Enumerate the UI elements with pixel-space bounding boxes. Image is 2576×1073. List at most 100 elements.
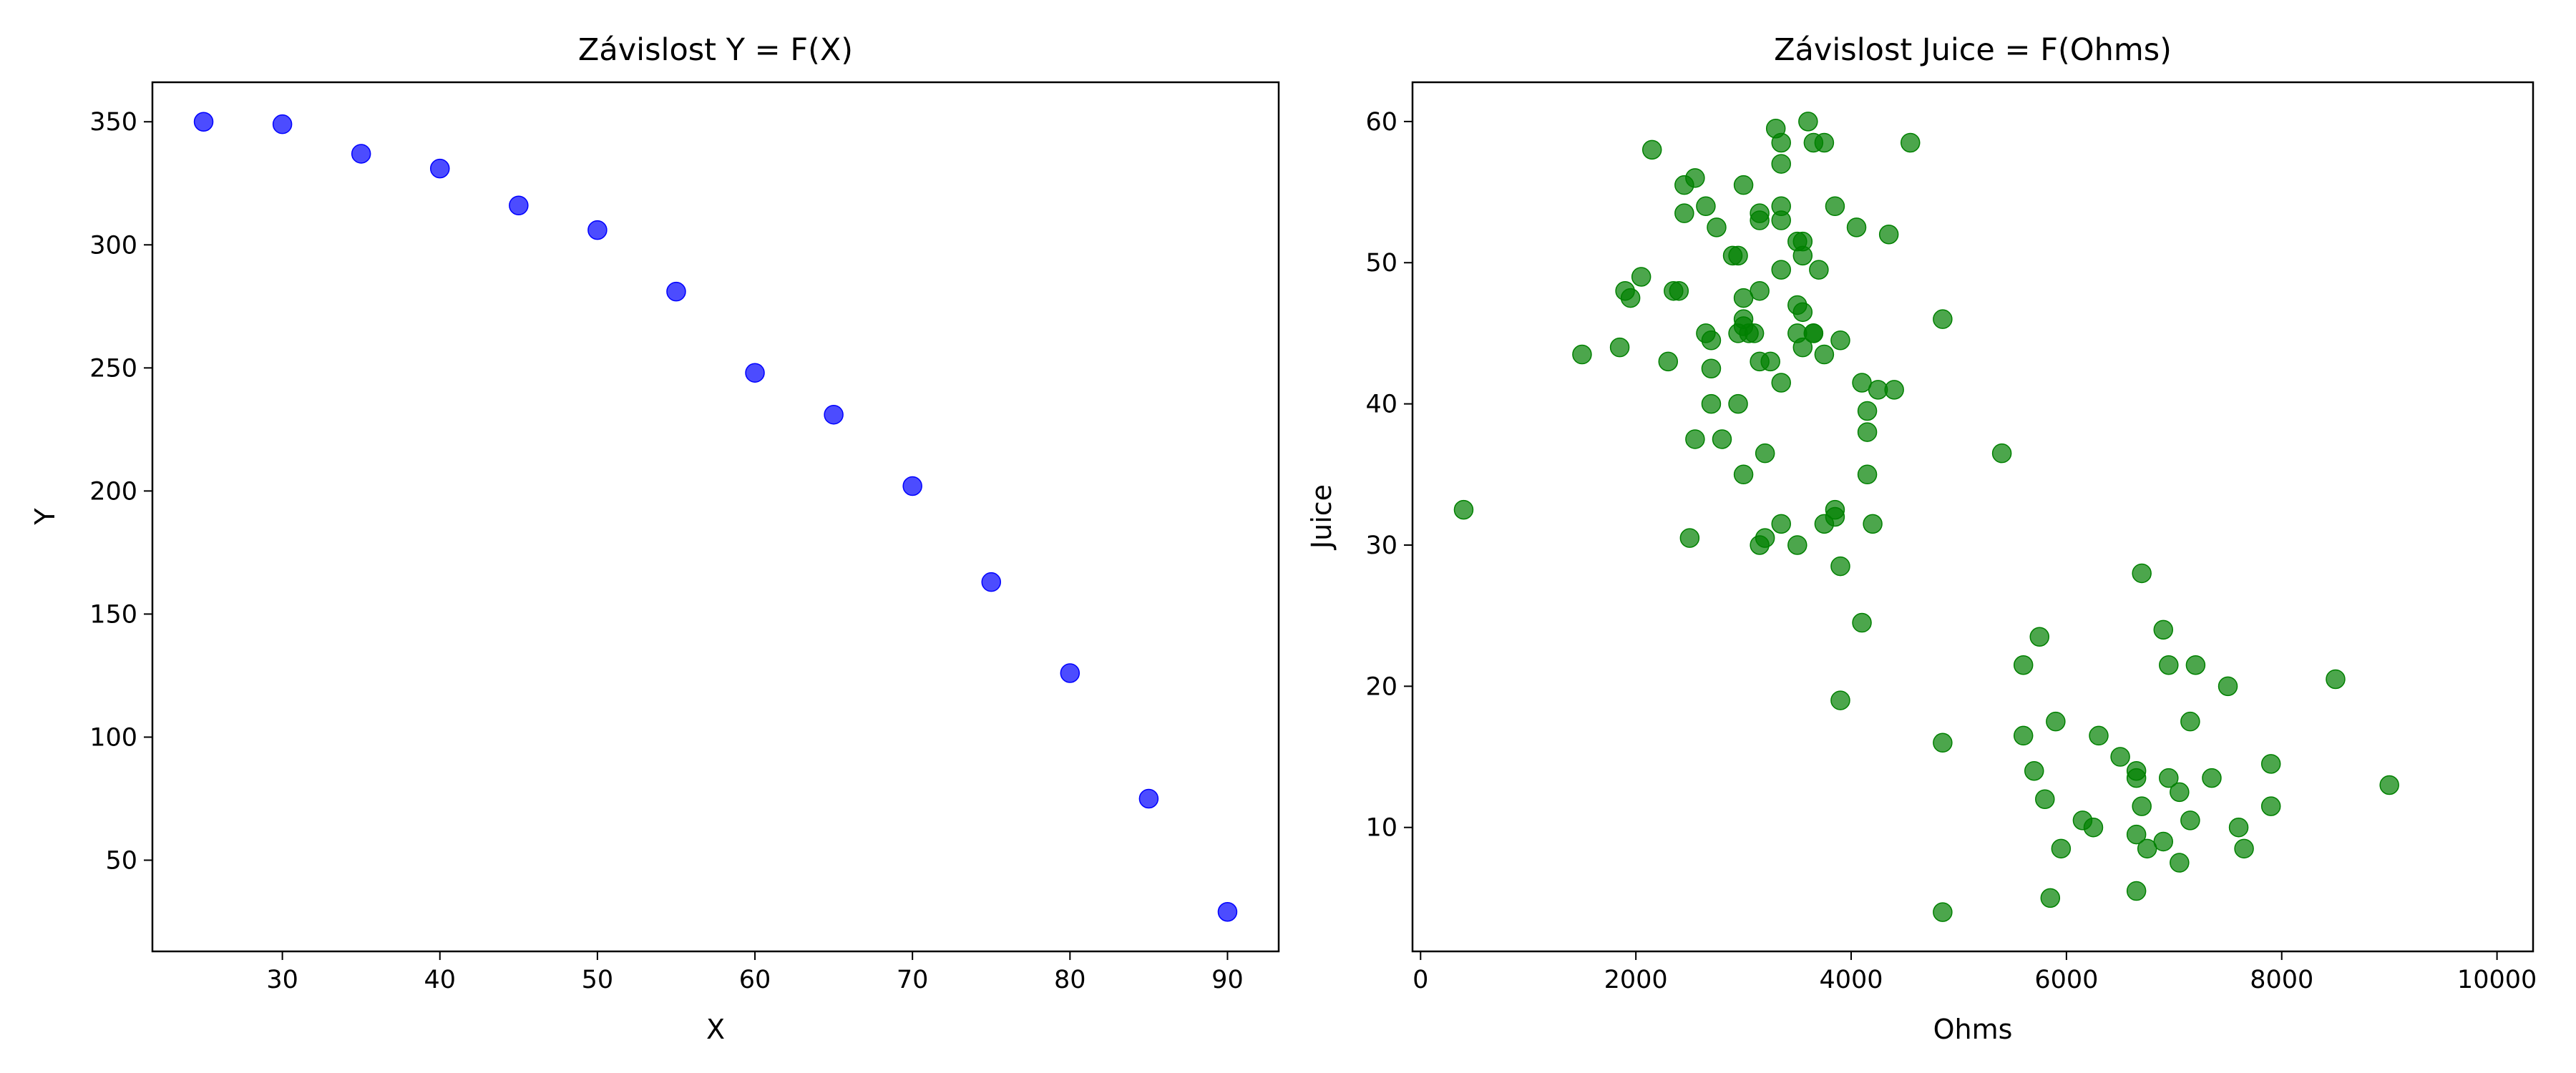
chart-left: Závislost Y = F(X) 30 40 50 60 70 80 90 50 100 15… — [29, 32, 1280, 1045]
chart-right-point — [1900, 132, 1921, 153]
chart-right-point — [1933, 309, 1953, 329]
chart-right-point — [2218, 676, 2238, 697]
chart-right-point — [1863, 514, 1883, 534]
chart-right-point — [1792, 337, 1813, 358]
chart-right-point — [1771, 210, 1791, 230]
chart-right-point — [1733, 175, 1754, 195]
chart-right-point — [1453, 499, 1474, 520]
chart-right-point — [1669, 280, 1689, 301]
chart-right-point — [2228, 817, 2249, 838]
chart-right-point — [1771, 154, 1791, 174]
chart-right-point — [1701, 330, 1722, 351]
chart-right-point — [1814, 344, 1835, 365]
chart-left-point — [824, 404, 844, 425]
chart-right-point — [1771, 373, 1791, 393]
chart-right-point — [1933, 902, 1953, 922]
chart-right-point — [2379, 775, 2399, 795]
chart-right-point — [2126, 881, 2147, 901]
chart-right-point — [1803, 323, 1824, 343]
chart-left-ytick-label: 50 — [105, 847, 137, 876]
chart-right-point — [1760, 351, 1780, 372]
chart-right-point — [1631, 267, 1652, 287]
chart-right-point — [2326, 669, 2346, 690]
chart-right-point — [1755, 443, 1775, 464]
chart-right-point — [1798, 112, 1818, 132]
chart-right-point — [1857, 464, 1878, 485]
chart-right-point — [2126, 824, 2147, 845]
chart-right-point — [1674, 203, 1694, 223]
chart-right-point — [1696, 196, 1716, 217]
chart-right-point — [1803, 132, 1824, 153]
chart-right-point — [1846, 217, 1867, 237]
chart-right-point — [1830, 556, 1850, 577]
chart-left-title: Závislost Y = F(X) — [578, 32, 853, 68]
chart-right-point — [1733, 464, 1754, 485]
chart-left-point — [745, 363, 765, 383]
chart-right-point — [1771, 260, 1791, 280]
chart-right-point — [1792, 245, 1813, 266]
chart-left-xtick-label: 50 — [582, 966, 614, 994]
chart-left-xtick-label: 30 — [266, 966, 298, 994]
chart-right-point — [1755, 528, 1775, 548]
chart-right-point — [2013, 725, 2034, 746]
chart-right-point — [1857, 401, 1878, 421]
chart-right-point — [2029, 627, 2050, 647]
chart-right-point — [2083, 817, 2104, 838]
chart-right-point — [1857, 422, 1878, 442]
chart-right-ytick-label: 10 — [1365, 814, 1397, 843]
chart-right-ytick-label: 20 — [1365, 672, 1397, 701]
chart-right-ticks: 0 2000 4000 6000 8000 10000 10 20 30 40 50 60 — [1365, 108, 2537, 994]
chart-right-point — [1641, 139, 1662, 160]
chart-right-point — [1878, 225, 1899, 245]
chart-right-point — [2137, 838, 2157, 859]
chart-left-xtick-label: 60 — [739, 966, 771, 994]
chart-right-ytick-label: 50 — [1365, 249, 1397, 278]
chart-left-ytick-label: 200 — [89, 477, 137, 506]
chart-left-point — [193, 112, 214, 132]
chart-right-point — [2260, 754, 2281, 774]
chart-right-point — [1830, 690, 1850, 710]
chart-right-point — [1674, 175, 1694, 195]
chart-left-points — [193, 112, 1238, 922]
chart-right-point — [1712, 429, 1732, 449]
chart-right-point — [1884, 380, 1904, 400]
chart-left-xtick-label: 40 — [424, 966, 456, 994]
chart-right-point — [2046, 711, 2066, 732]
chart-right-point — [2170, 782, 2190, 803]
chart-right-point — [2089, 725, 2109, 746]
chart-right-point — [1750, 210, 1770, 230]
chart-left-ylabel: Y — [29, 508, 61, 526]
chart-right-point — [1728, 245, 1748, 266]
chart-right-point — [2260, 796, 2281, 816]
chart-left-point — [351, 144, 371, 164]
chart-right-point — [1572, 344, 1592, 365]
chart-left-point — [981, 572, 1001, 592]
chart-right-point — [1787, 535, 1807, 555]
chart-right-xtick-label: 6000 — [2034, 966, 2098, 994]
chart-right-point — [1701, 393, 1722, 414]
chart-left-point — [272, 114, 293, 134]
chart-right-point — [1685, 429, 1705, 449]
chart-right-point — [1658, 351, 1679, 372]
chart-right-ytick-label: 30 — [1365, 531, 1397, 560]
chart-right-point — [1933, 733, 1953, 753]
chart-right-ytick-label: 40 — [1365, 391, 1397, 419]
chart-left-frame — [151, 81, 1280, 953]
chart-right-point — [1825, 196, 1845, 217]
chart-right-point — [1991, 443, 2012, 464]
chart-right-xtick-label: 10000 — [2457, 966, 2537, 994]
chart-right-point — [1771, 132, 1791, 153]
chart-right-point — [1701, 358, 1722, 379]
chart-right-point — [2202, 768, 2222, 788]
chart-right-point — [2170, 853, 2190, 873]
chart-right-xtick-label: 4000 — [1819, 966, 1883, 994]
chart-right-point — [1609, 337, 1630, 358]
chart-right-points — [1453, 112, 2399, 922]
chart-right-point — [2132, 563, 2152, 584]
chart-right-point — [2159, 768, 2179, 788]
chart-left-point — [509, 195, 529, 215]
chart-right-point — [1728, 393, 1748, 414]
chart-left-ytick-label: 350 — [89, 108, 137, 137]
chart-right-point — [2153, 619, 2174, 640]
